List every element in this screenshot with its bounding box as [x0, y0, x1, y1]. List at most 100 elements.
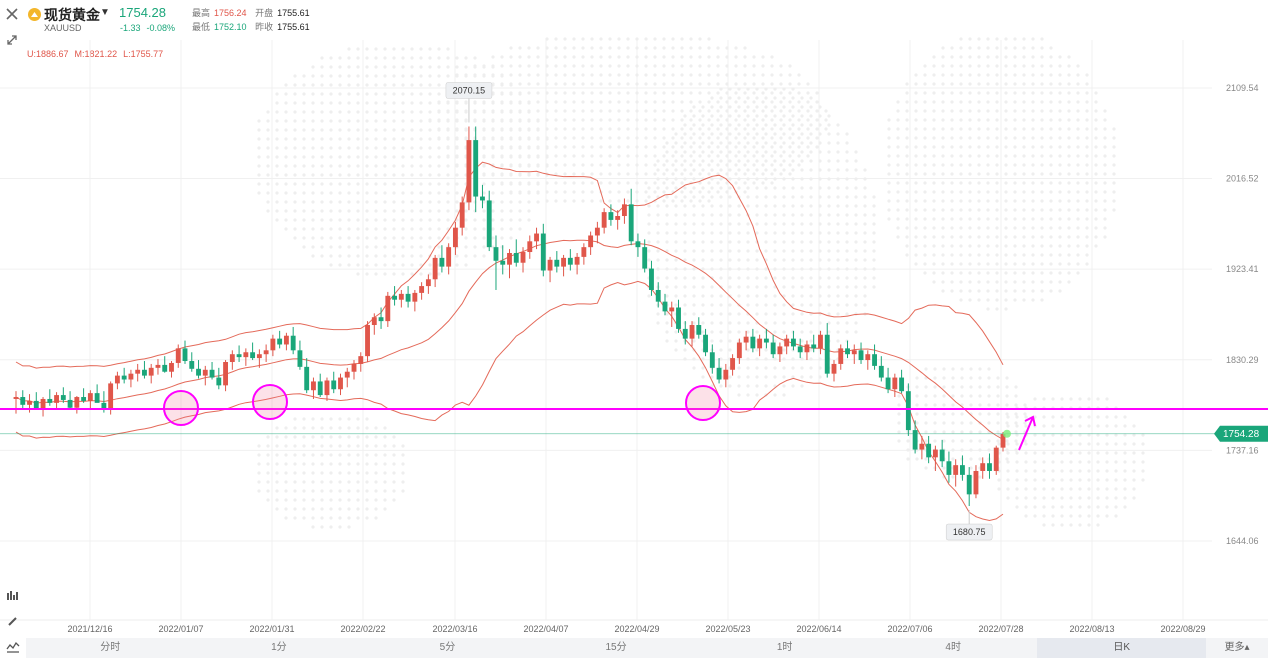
map-dot: [662, 136, 666, 140]
map-dot: [284, 146, 288, 150]
map-dot: [791, 159, 795, 163]
map-dot: [755, 168, 759, 172]
map-dot: [1004, 280, 1008, 284]
map-dot: [1141, 451, 1145, 455]
candle-body: [101, 402, 107, 410]
timeframe-tab[interactable]: 1分: [271, 642, 287, 653]
indicator-button[interactable]: [3, 585, 23, 605]
map-dot: [500, 55, 504, 59]
draw-button[interactable]: [3, 611, 23, 631]
map-dot: [1105, 469, 1109, 473]
map-dot: [752, 82, 756, 86]
map-dot: [710, 114, 714, 118]
map-dot: [428, 245, 432, 249]
map-dot: [383, 263, 387, 267]
map-dot: [572, 73, 576, 77]
map-dot: [689, 100, 693, 104]
timeframe-tab[interactable]: 分时: [100, 642, 121, 653]
map-dot: [905, 145, 909, 149]
map-dot: [1006, 451, 1010, 455]
compare-button[interactable]: [3, 637, 23, 657]
map-dot: [455, 154, 459, 158]
candle: [635, 233, 641, 257]
map-dot: [446, 109, 450, 113]
map-dot: [311, 146, 315, 150]
candlestick-chart[interactable]: 2109.542016.521923.411830.291737.161644.…: [0, 0, 1268, 636]
map-dot: [773, 303, 777, 307]
expand-button[interactable]: [2, 30, 22, 50]
map-dot: [554, 154, 558, 158]
map-dot: [986, 100, 990, 104]
map-dot: [1014, 421, 1018, 425]
map-dot: [464, 65, 468, 69]
map-dot: [698, 64, 702, 68]
map-dot: [977, 73, 981, 77]
map-dot: [464, 73, 468, 77]
map-dot: [1132, 478, 1136, 482]
map-dot: [1042, 451, 1046, 455]
map-dot: [707, 145, 711, 149]
map-dot: [836, 294, 840, 298]
map-dot: [755, 186, 759, 190]
map-dot: [887, 127, 891, 131]
map-dot: [365, 47, 369, 51]
map-dot: [737, 213, 741, 217]
map-dot: [896, 109, 900, 113]
candle: [432, 254, 438, 288]
map-dot: [374, 92, 378, 96]
map-dot: [1022, 64, 1026, 68]
map-dot: [728, 276, 732, 280]
map-dot: [923, 190, 927, 194]
map-dot: [719, 213, 723, 217]
candle: [899, 369, 905, 394]
map-dot: [1014, 412, 1018, 416]
map-dot: [680, 172, 684, 176]
map-dot: [1096, 397, 1100, 401]
candle-body: [669, 307, 675, 312]
map-dot: [1094, 118, 1098, 122]
candle: [290, 326, 296, 355]
timeframe-tab[interactable]: 4时: [945, 642, 961, 653]
map-dot: [806, 136, 810, 140]
map-dot: [338, 200, 342, 204]
map-dot: [644, 91, 648, 95]
map-dot: [617, 199, 621, 203]
timeframe-tab-active[interactable]: 日K: [1037, 638, 1207, 658]
map-dot: [960, 376, 964, 380]
map-dot: [701, 294, 705, 298]
map-dot: [257, 471, 261, 475]
map-dot: [329, 56, 333, 60]
map-dot: [755, 312, 759, 316]
map-dot: [446, 191, 450, 195]
candle-body: [662, 301, 668, 312]
map-dot: [941, 136, 945, 140]
map-dot: [791, 285, 795, 289]
map-dot: [266, 137, 270, 141]
map-dot: [1004, 55, 1008, 59]
timeframe-tab[interactable]: 15分: [605, 642, 627, 653]
candle-body: [54, 395, 59, 403]
map-dot: [914, 190, 918, 194]
more-button[interactable]: 更多▴: [1224, 642, 1250, 653]
symbol-dropdown-icon[interactable]: ▼: [100, 7, 110, 18]
map-dot: [665, 222, 669, 226]
map-dot: [428, 155, 432, 159]
map-dot: [401, 128, 405, 132]
timeframe-tab[interactable]: 5分: [439, 642, 456, 653]
map-dot: [845, 339, 849, 343]
map-dot: [338, 74, 342, 78]
map-dot: [872, 213, 876, 217]
map-dot: [302, 92, 306, 96]
map-dot: [1123, 442, 1127, 446]
map-dot: [356, 471, 360, 475]
timeframe-tab[interactable]: 1时: [776, 642, 793, 653]
map-dot: [818, 231, 822, 235]
symbol-name[interactable]: 现货黄金: [44, 7, 100, 23]
map-dot: [329, 155, 333, 159]
map-dot: [1067, 235, 1071, 239]
map-dot: [275, 471, 279, 475]
map-dot: [854, 276, 858, 280]
close-button[interactable]: [2, 4, 22, 24]
map-dot: [626, 82, 630, 86]
map-dot: [293, 453, 297, 457]
